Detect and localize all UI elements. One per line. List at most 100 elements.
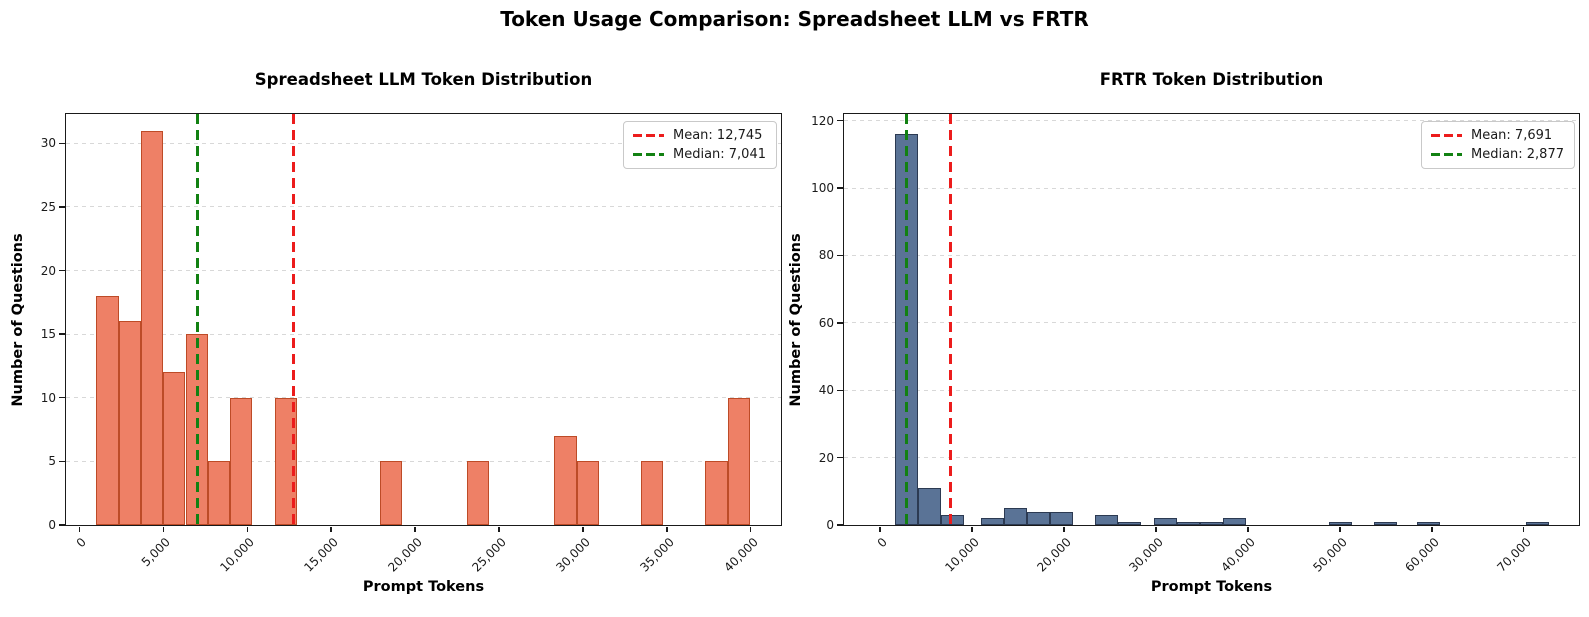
histogram-bar xyxy=(1027,511,1051,525)
x-tick-label: 0 xyxy=(874,535,890,551)
histogram-bar xyxy=(1154,518,1177,525)
y-tick-mark xyxy=(837,120,843,122)
x-tick-mark xyxy=(1155,526,1157,533)
x-tick-mark xyxy=(498,526,500,533)
histogram-bar xyxy=(1095,514,1119,525)
x-axis-label: Prompt Tokens xyxy=(362,579,485,595)
gridline xyxy=(66,460,781,462)
histogram-bar xyxy=(640,461,664,525)
legend-entry-mean: Mean: 12,745 xyxy=(632,128,766,143)
histogram-bar xyxy=(917,487,941,525)
x-tick-label: 10,000 xyxy=(942,535,982,575)
legend: Mean: 12,745 Median: 7,041 xyxy=(622,121,777,169)
histogram-bar xyxy=(379,461,403,525)
y-axis-label: Number of Questions xyxy=(10,232,26,407)
y-tick-label: 120 xyxy=(811,113,834,128)
x-tick-mark xyxy=(414,526,416,533)
y-tick-mark xyxy=(59,397,65,399)
histogram-bar xyxy=(705,461,728,525)
x-tick-mark xyxy=(246,526,248,533)
median-line xyxy=(196,114,200,525)
x-tick-mark xyxy=(1523,526,1525,533)
x-tick-label: 5,000 xyxy=(139,535,174,570)
x-tick-label: 30,000 xyxy=(553,535,593,575)
x-tick-mark xyxy=(1247,526,1249,533)
histogram-bar xyxy=(1417,521,1441,525)
mean-line-swatch xyxy=(632,134,664,137)
y-tick-label: 80 xyxy=(818,248,834,263)
gridline xyxy=(66,206,781,208)
subplot-title: Spreadsheet LLM Token Distribution xyxy=(254,70,593,89)
gridline xyxy=(844,255,1579,256)
histogram-bar xyxy=(554,435,577,525)
y-tick-mark xyxy=(59,269,65,272)
y-tick-mark xyxy=(837,524,843,526)
gridline xyxy=(844,120,1579,122)
x-tick-mark xyxy=(162,526,165,533)
x-tick-label: 10,000 xyxy=(217,535,258,575)
y-tick-label: 30 xyxy=(40,136,56,151)
y-tick-mark xyxy=(59,524,65,526)
histogram-bar xyxy=(1525,521,1549,525)
y-tick-mark xyxy=(837,389,843,391)
legend-entry-median: Median: 2,877 xyxy=(1430,147,1564,162)
histogram-bar xyxy=(467,461,490,525)
gridline xyxy=(66,397,781,399)
y-tick-label: 5 xyxy=(48,454,56,469)
x-axis-label: Prompt Tokens xyxy=(1150,579,1273,595)
y-tick-label: 25 xyxy=(40,199,56,214)
histogram-bar xyxy=(274,397,298,525)
x-tick-label: 35,000 xyxy=(637,535,677,575)
y-tick-label: 40 xyxy=(818,383,834,398)
x-tick-mark xyxy=(879,526,881,533)
histogram-bar xyxy=(1118,521,1142,525)
x-tick-mark xyxy=(666,526,668,533)
histogram-bar xyxy=(1177,521,1200,525)
x-tick-mark xyxy=(1431,526,1433,533)
x-tick-mark xyxy=(1339,526,1341,533)
legend-mean-label: Mean: 7,691 xyxy=(1470,128,1553,143)
legend-entry-mean: Mean: 7,691 xyxy=(1430,128,1564,143)
legend-entry-median: Median: 7,041 xyxy=(632,147,766,162)
gridline xyxy=(66,142,781,144)
figure-title: Token Usage Comparison: Spreadsheet LLM … xyxy=(500,7,1089,31)
subplot-frtr: FRTR Token Distribution Number of Questi… xyxy=(788,70,1580,595)
median-line-swatch xyxy=(1430,153,1462,156)
histogram-bar xyxy=(96,295,119,525)
y-tick-mark xyxy=(837,187,843,189)
x-tick-label: 50,000 xyxy=(1310,535,1350,575)
mean-line xyxy=(949,114,953,525)
gridline xyxy=(66,333,781,335)
y-tick-label: 0 xyxy=(48,518,56,532)
x-tick-mark xyxy=(1063,526,1065,533)
x-tick-mark xyxy=(582,526,584,533)
histogram-bar xyxy=(1004,508,1028,525)
x-tick-mark xyxy=(78,526,81,533)
histogram-bar xyxy=(576,461,600,525)
subplot-spreadsheet-llm: Spreadsheet LLM Token Distribution Numbe… xyxy=(10,70,782,595)
mean-line xyxy=(291,114,295,525)
x-tick-label: 0 xyxy=(74,535,90,551)
histogram-bar xyxy=(140,130,164,525)
gridline xyxy=(844,322,1579,324)
x-tick-label: 25,000 xyxy=(469,535,509,575)
gridline xyxy=(844,457,1579,459)
histogram-bar xyxy=(1222,518,1246,525)
y-tick-label: 100 xyxy=(811,181,834,196)
x-tick-mark xyxy=(971,526,973,533)
histogram-bar xyxy=(118,321,141,525)
x-tick-mark xyxy=(330,526,332,533)
histogram-bar xyxy=(981,518,1005,525)
legend-median-label: Median: 7,041 xyxy=(672,147,766,162)
gridline xyxy=(844,187,1579,189)
histogram-bar xyxy=(1373,521,1397,525)
x-tick-label: 40,000 xyxy=(721,535,761,575)
x-tick-label: 60,000 xyxy=(1402,535,1442,575)
median-line-swatch xyxy=(632,153,664,156)
y-tick-label: 0 xyxy=(826,518,834,532)
y-tick-label: 60 xyxy=(818,315,834,330)
x-tick-label: 15,000 xyxy=(301,535,342,575)
y-tick-mark xyxy=(837,322,843,324)
x-tick-label: 70,000 xyxy=(1494,535,1534,575)
